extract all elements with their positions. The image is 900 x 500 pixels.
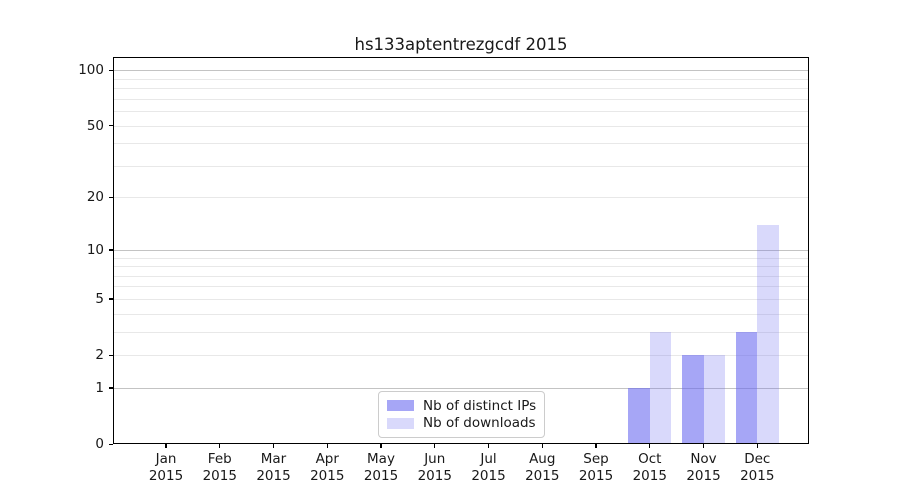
gridline-minor-60 bbox=[114, 111, 808, 113]
x-tick-month: Jun bbox=[424, 451, 446, 467]
x-tick-month: Dec bbox=[744, 451, 771, 467]
x-tick-month: Feb bbox=[207, 451, 232, 467]
gridline-major-100 bbox=[114, 70, 808, 72]
x-tick-month: Nov bbox=[690, 451, 717, 467]
x-tick-label-apr: Apr 2015 bbox=[291, 451, 363, 484]
y-tick-mark-1 bbox=[109, 387, 113, 389]
x-tick-month: Apr bbox=[315, 451, 339, 467]
y-tick-mark-100 bbox=[109, 69, 113, 71]
y-tick-label-100: 100 bbox=[78, 62, 104, 79]
y-tick-label-20: 20 bbox=[86, 189, 104, 206]
x-tick-month: Sep bbox=[583, 451, 609, 467]
x-tick-month: Jan bbox=[155, 451, 177, 467]
y-tick-mark-10 bbox=[109, 249, 113, 251]
x-tick-year: 2015 bbox=[417, 467, 452, 484]
legend-swatch-distinct-ips-icon bbox=[387, 400, 414, 412]
x-tick-label-jul: Jul 2015 bbox=[453, 451, 525, 484]
x-tick-month: May bbox=[367, 451, 395, 467]
y-tick-label-50: 50 bbox=[86, 117, 104, 134]
x-tick-year: 2015 bbox=[148, 467, 184, 484]
x-tick-year: 2015 bbox=[578, 467, 614, 484]
x-tick-month: Jul bbox=[480, 451, 497, 467]
bar-downloads-nov bbox=[703, 355, 725, 444]
gridline-minor-6 bbox=[114, 286, 808, 288]
x-tick-mark-oct bbox=[649, 444, 651, 448]
bar-distinct-ips-oct bbox=[628, 387, 650, 444]
x-tick-mark-sep bbox=[595, 444, 597, 448]
x-tick-label-feb: Feb 2015 bbox=[184, 451, 256, 484]
x-tick-year: 2015 bbox=[525, 467, 560, 484]
gridline-minor-9 bbox=[114, 257, 808, 259]
y-tick-label-1: 1 bbox=[95, 379, 104, 396]
x-tick-mark-feb bbox=[219, 444, 221, 448]
x-tick-year: 2015 bbox=[310, 467, 345, 484]
y-tick-mark-0 bbox=[109, 443, 113, 445]
gridline-minor-3 bbox=[114, 331, 808, 333]
gridline-minor-4 bbox=[114, 313, 808, 315]
x-tick-label-aug: Aug 2015 bbox=[506, 451, 578, 484]
x-tick-year: 2015 bbox=[202, 467, 237, 484]
x-tick-month: Aug bbox=[529, 451, 556, 467]
x-tick-mark-aug bbox=[541, 444, 543, 448]
x-tick-year: 2015 bbox=[632, 467, 667, 484]
y-tick-label-10: 10 bbox=[86, 241, 104, 258]
x-tick-year: 2015 bbox=[256, 467, 291, 484]
x-tick-year: 2015 bbox=[686, 467, 721, 484]
gridline-minor-7 bbox=[114, 275, 808, 277]
x-tick-mark-jun bbox=[434, 444, 436, 448]
y-tick-label-5: 5 bbox=[95, 290, 104, 307]
y-tick-mark-5 bbox=[109, 298, 113, 300]
y-tick-mark-20 bbox=[109, 196, 113, 199]
x-tick-label-sep: Sep 2015 bbox=[560, 451, 632, 484]
legend: Nb of distinct IPs Nb of downloads bbox=[378, 391, 545, 438]
gridline-minor-8 bbox=[114, 266, 808, 268]
legend-label-distinct-ips: Nb of distinct IPs bbox=[423, 397, 537, 414]
x-tick-mark-mar bbox=[272, 444, 275, 448]
y-tick-mark-2 bbox=[109, 354, 113, 356]
gridline-major-1 bbox=[114, 387, 808, 389]
y-tick-mark-50 bbox=[109, 125, 113, 127]
x-tick-label-mar: Mar 2015 bbox=[238, 451, 310, 484]
x-tick-label-dec: Dec 2015 bbox=[721, 451, 793, 484]
legend-label-downloads: Nb of downloads bbox=[423, 415, 536, 432]
bar-distinct-ips-nov bbox=[682, 355, 704, 444]
x-tick-month: Mar bbox=[260, 451, 287, 467]
gridline-minor-90 bbox=[114, 78, 808, 80]
y-tick-label-0: 0 bbox=[95, 436, 104, 452]
x-tick-year: 2015 bbox=[471, 467, 506, 484]
x-tick-label-oct: Oct 2015 bbox=[614, 451, 686, 484]
x-tick-label-jan: Jan 2015 bbox=[130, 451, 202, 484]
x-tick-mark-jul bbox=[487, 444, 490, 448]
bar-downloads-oct bbox=[649, 331, 672, 444]
gridline-minor-30 bbox=[114, 165, 808, 167]
x-tick-year: 2015 bbox=[740, 467, 775, 484]
gridline-minor-70 bbox=[114, 98, 808, 100]
gridline-minor-40 bbox=[114, 143, 808, 145]
x-tick-mark-dec bbox=[756, 444, 758, 448]
x-tick-mark-nov bbox=[702, 444, 705, 448]
gridline-minor-5 bbox=[114, 298, 808, 300]
x-tick-label-nov: Nov 2015 bbox=[668, 451, 740, 484]
x-tick-label-may: May 2015 bbox=[345, 451, 417, 484]
bar-downloads-dec bbox=[757, 224, 779, 444]
gridline-major-10 bbox=[114, 249, 808, 251]
bar-distinct-ips-dec bbox=[735, 331, 758, 444]
x-tick-mark-apr bbox=[326, 444, 328, 448]
gridline-minor-20 bbox=[114, 197, 808, 199]
gridline-minor-2 bbox=[114, 355, 808, 357]
legend-item-downloads: Nb of downloads bbox=[387, 415, 536, 432]
x-tick-month: Oct bbox=[638, 451, 662, 467]
x-tick-mark-may bbox=[380, 444, 382, 448]
x-tick-mark-jan bbox=[165, 444, 167, 448]
gridline-minor-80 bbox=[114, 88, 808, 90]
x-tick-label-jun: Jun 2015 bbox=[399, 451, 471, 484]
legend-item-distinct-ips: Nb of distinct IPs bbox=[387, 397, 537, 414]
chart-title: hs133aptentrezgcdf 2015 bbox=[354, 35, 568, 54]
x-tick-year: 2015 bbox=[363, 467, 399, 484]
legend-swatch-downloads-icon bbox=[387, 417, 414, 429]
gridline-minor-50 bbox=[114, 125, 808, 127]
y-tick-label-2: 2 bbox=[95, 347, 104, 364]
